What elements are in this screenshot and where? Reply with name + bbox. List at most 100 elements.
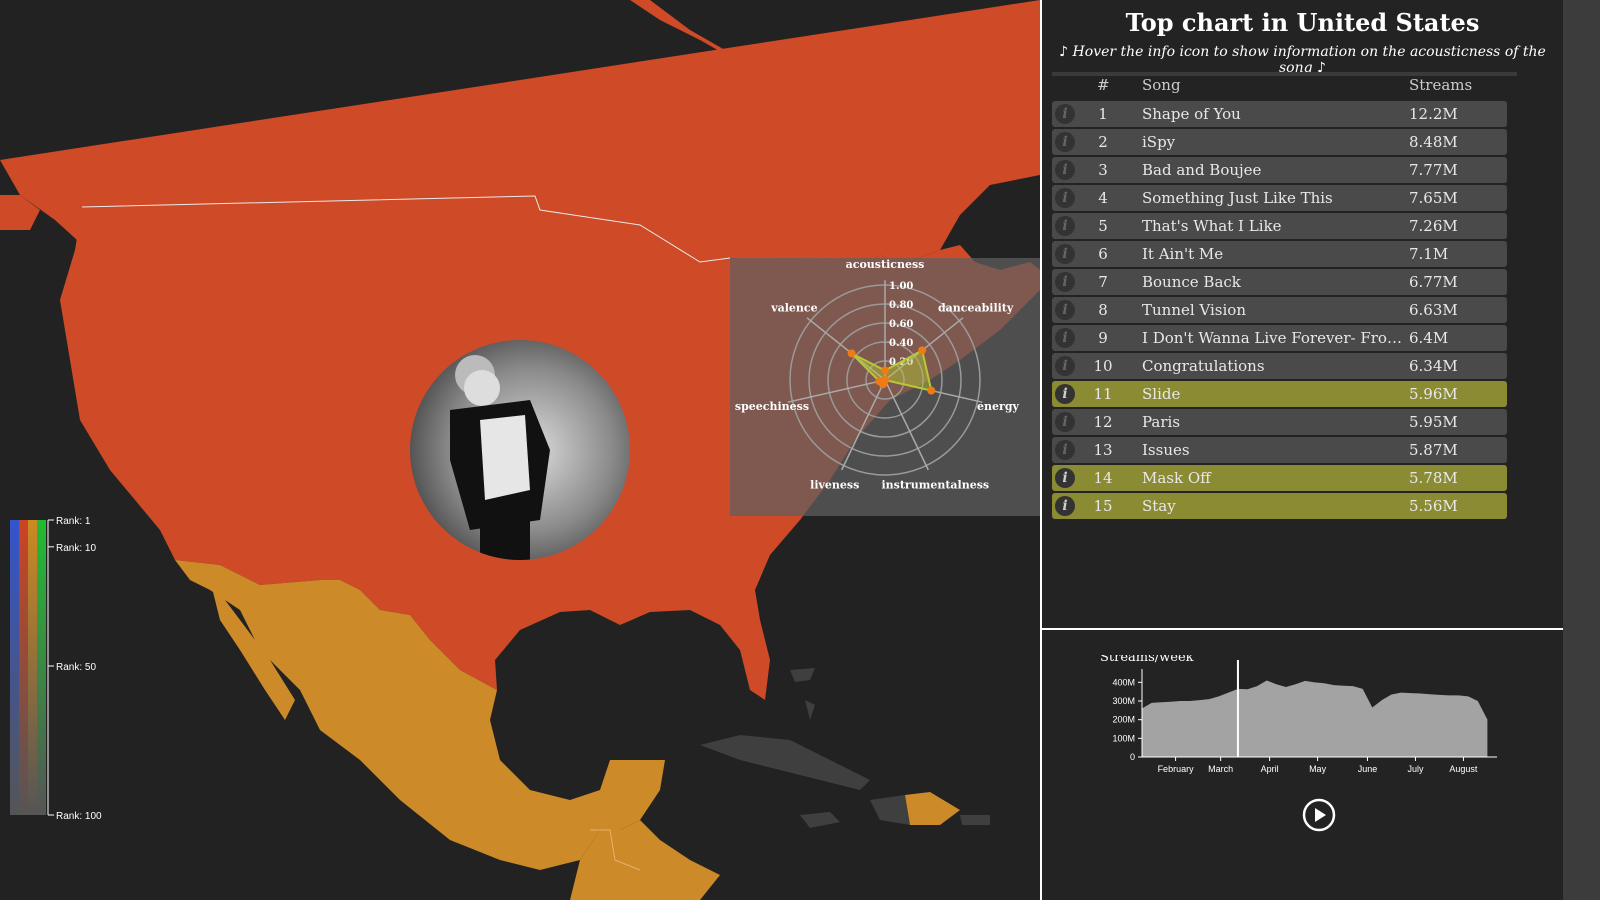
info-icon[interactable]: i	[1055, 244, 1075, 264]
y-tick-label: 200M	[1112, 715, 1135, 725]
table-row[interactable]: i 13 Issues 5.87M	[1052, 437, 1507, 463]
header-rank: #	[1097, 76, 1110, 94]
radar-point	[881, 366, 889, 375]
table-row[interactable]: i 8 Tunnel Vision 6.63M	[1052, 297, 1507, 323]
row-rank: 4	[1098, 189, 1108, 207]
table-row[interactable]: i 10 Congratulations 6.34M	[1052, 353, 1507, 379]
row-rank: 10	[1093, 357, 1113, 375]
row-streams: 7.1M	[1409, 245, 1449, 263]
rank-legend: Rank: 1 Rank: 10 Rank: 50 Rank: 100	[10, 516, 102, 822]
info-icon[interactable]: i	[1055, 104, 1075, 124]
row-streams: 8.48M	[1409, 133, 1458, 151]
info-icon[interactable]: i	[1055, 328, 1075, 348]
chart-title: Streams/week	[1100, 655, 1194, 665]
legend-label: Rank: 100	[56, 811, 102, 822]
radar-axis	[787, 379, 886, 403]
artist-shirt	[480, 415, 530, 500]
legend-label: Rank: 50	[56, 662, 96, 673]
row-rank: 5	[1098, 217, 1108, 235]
table-top-rule	[1052, 72, 1517, 76]
row-rank: 6	[1098, 245, 1108, 263]
x-tick-label: August	[1449, 764, 1478, 774]
row-song: That's What I Like	[1142, 217, 1282, 235]
country-haiti	[870, 795, 910, 825]
table-header: # Song Streams	[1052, 76, 1517, 98]
row-rank: 8	[1098, 301, 1108, 319]
row-song: It Ain't Me	[1142, 245, 1224, 263]
info-icon[interactable]: i	[1055, 300, 1075, 320]
table-row[interactable]: i 4 Something Just Like This 7.65M	[1052, 185, 1507, 211]
audio-features-radar-chart: 0.200.400.600.801.00acousticnessdanceabi…	[735, 258, 1020, 491]
row-streams: 6.63M	[1409, 301, 1458, 319]
streams-per-week-chart[interactable]: Streams/week 0 100M 200M 300M 400M February Mar…	[1080, 655, 1520, 815]
country-puerto-rico	[960, 815, 990, 825]
play-button[interactable]	[1302, 798, 1336, 832]
legend-label: Rank: 10	[56, 543, 96, 554]
table-row[interactable]: i 6 It Ain't Me 7.1M	[1052, 241, 1507, 267]
row-streams: 6.4M	[1409, 329, 1449, 347]
header-song: Song	[1142, 76, 1181, 94]
row-streams: 5.56M	[1409, 497, 1458, 515]
info-icon[interactable]: i	[1055, 468, 1075, 488]
radar-axis	[841, 379, 886, 471]
info-icon[interactable]: i	[1055, 216, 1075, 236]
row-rank: 2	[1098, 133, 1108, 151]
table-row[interactable]: i 1 Shape of You 12.2M	[1052, 101, 1507, 127]
play-icon	[1315, 808, 1326, 822]
row-rank: 12	[1093, 413, 1113, 431]
info-icon[interactable]: i	[1055, 356, 1075, 376]
row-rank: 11	[1093, 385, 1113, 403]
row-song: Paris	[1142, 413, 1181, 431]
country-mexico[interactable]	[175, 560, 665, 870]
radar-tick-label: 1.00	[889, 281, 913, 292]
info-icon[interactable]: i	[1055, 160, 1075, 180]
streams-area	[1142, 680, 1488, 757]
row-rank: 14	[1093, 469, 1113, 487]
row-streams: 7.65M	[1409, 189, 1458, 207]
info-icon[interactable]: i	[1055, 272, 1075, 292]
row-rank: 7	[1098, 273, 1108, 291]
table-row[interactable]: i 7 Bounce Back 6.77M	[1052, 269, 1507, 295]
info-icon[interactable]: i	[1055, 440, 1075, 460]
table-row[interactable]: i 5 That's What I Like 7.26M	[1052, 213, 1507, 239]
row-song: iSpy	[1142, 133, 1176, 151]
table-row[interactable]: i 2 iSpy 8.48M	[1052, 129, 1507, 155]
country-dominican-republic[interactable]	[905, 792, 960, 825]
row-streams: 6.34M	[1409, 357, 1458, 375]
table-row[interactable]: i 14 Mask Off 5.78M	[1052, 465, 1507, 491]
artist-figure	[450, 355, 550, 560]
chart-panel: Top chart in United States ♪ Hover the i…	[1040, 0, 1563, 900]
y-tick-label: 300M	[1112, 696, 1135, 706]
country-central-america[interactable]	[570, 820, 720, 900]
info-icon[interactable]: i	[1055, 132, 1075, 152]
table-row[interactable]: i 9 I Don't Wanna Live Forever- From "Fift…	[1052, 325, 1507, 351]
x-tick-label: July	[1407, 764, 1424, 774]
header-streams: Streams	[1409, 76, 1473, 94]
page-title: Top chart in United States	[1125, 8, 1480, 37]
row-streams: 5.96M	[1409, 385, 1458, 403]
table-row[interactable]: i 3 Bad and Boujee 7.77M	[1052, 157, 1507, 183]
info-icon[interactable]: i	[1055, 188, 1075, 208]
legend-color-bar	[19, 520, 28, 815]
table-row[interactable]: i 11 Slide 5.96M	[1052, 381, 1507, 407]
artist-face	[464, 370, 500, 406]
row-song: Congratulations	[1142, 357, 1265, 375]
x-tick-label: June	[1358, 764, 1378, 774]
x-tick-label: April	[1261, 764, 1279, 774]
radar-tick-label: 0.60	[889, 319, 913, 330]
row-song: Bounce Back	[1142, 273, 1241, 291]
table-row[interactable]: i 12 Paris 5.95M	[1052, 409, 1507, 435]
info-icon[interactable]: i	[1055, 412, 1075, 432]
x-tick-label: February	[1158, 764, 1195, 774]
row-song: Something Just Like This	[1142, 189, 1333, 207]
row-rank: 3	[1098, 161, 1108, 179]
radar-point	[918, 346, 927, 355]
row-rank: 13	[1093, 441, 1113, 459]
radar-axis-label: speechiness	[735, 400, 809, 413]
radar-axis	[806, 317, 886, 381]
radar-axis-label: valence	[770, 302, 817, 315]
table-row[interactable]: i 15 Stay 5.56M	[1052, 493, 1507, 519]
info-icon[interactable]: i	[1055, 496, 1075, 516]
scrollbar[interactable]	[1563, 0, 1600, 900]
info-icon[interactable]: i	[1055, 384, 1075, 404]
